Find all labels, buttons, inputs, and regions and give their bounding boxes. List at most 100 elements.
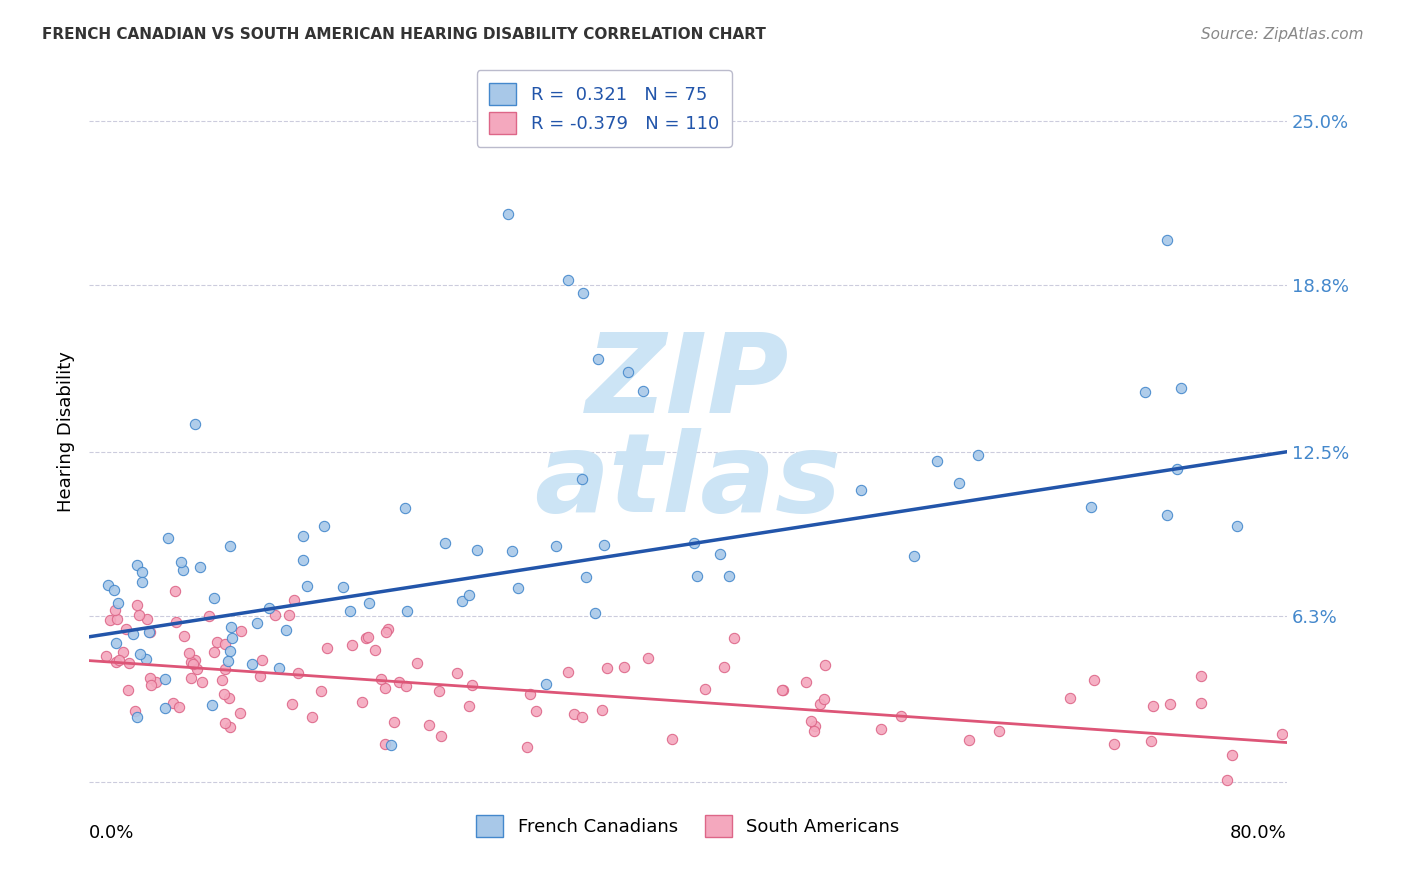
Point <box>128 647 150 661</box>
Point <box>312 519 335 533</box>
Point <box>283 593 305 607</box>
Point <box>571 472 593 486</box>
Point <box>562 706 585 721</box>
Point <box>465 543 488 558</box>
Point <box>458 699 481 714</box>
Point <box>125 599 148 613</box>
Point <box>375 625 398 640</box>
Point <box>1170 381 1192 395</box>
Point <box>434 535 457 549</box>
Point <box>214 715 236 730</box>
Point <box>508 582 530 596</box>
Point <box>661 732 683 747</box>
Point <box>108 653 131 667</box>
Point <box>357 630 380 644</box>
Point <box>139 678 162 692</box>
Point <box>1216 772 1239 787</box>
Point <box>925 454 948 468</box>
Text: 80.0%: 80.0% <box>1230 824 1286 842</box>
Point <box>212 687 235 701</box>
Point <box>181 657 204 671</box>
Point <box>388 675 411 690</box>
Point <box>156 531 179 545</box>
Point <box>217 654 239 668</box>
Point <box>382 714 405 729</box>
Point <box>718 569 741 583</box>
Point <box>198 609 221 624</box>
Point <box>370 672 392 686</box>
Point <box>770 683 793 698</box>
Point <box>96 649 118 664</box>
Point <box>278 607 301 622</box>
Point <box>242 657 264 671</box>
Point <box>572 286 595 301</box>
Point <box>221 620 243 634</box>
Point <box>429 729 451 743</box>
Point <box>870 722 893 736</box>
Point <box>172 563 194 577</box>
Point <box>357 596 380 610</box>
Point <box>350 695 373 709</box>
Point <box>287 666 309 681</box>
Point <box>1083 673 1105 687</box>
Point <box>257 601 280 615</box>
Point <box>557 273 579 287</box>
Point <box>301 710 323 724</box>
Point <box>849 483 872 497</box>
Point <box>340 638 363 652</box>
Point <box>201 698 224 712</box>
Point <box>184 653 207 667</box>
Point <box>139 671 162 685</box>
Point <box>1142 699 1164 714</box>
Point <box>496 207 519 221</box>
Point <box>218 691 240 706</box>
Point <box>814 657 837 672</box>
Point <box>575 570 598 584</box>
Point <box>1271 727 1294 741</box>
Point <box>686 569 709 583</box>
Point <box>138 625 160 640</box>
Point <box>683 536 706 550</box>
Point <box>380 738 402 752</box>
Text: ZIP
atlas: ZIP atlas <box>534 329 842 535</box>
Point <box>534 677 557 691</box>
Point <box>107 596 129 610</box>
Point <box>104 603 127 617</box>
Point <box>446 665 468 680</box>
Point <box>501 544 523 558</box>
Point <box>165 615 187 630</box>
Text: FRENCH CANADIAN VS SOUTH AMERICAN HEARING DISABILITY CORRELATION CHART: FRENCH CANADIAN VS SOUTH AMERICAN HEARIN… <box>42 27 766 42</box>
Point <box>316 640 339 655</box>
Point <box>1220 748 1243 763</box>
Point <box>249 669 271 683</box>
Point <box>583 607 606 621</box>
Point <box>418 718 440 732</box>
Point <box>122 626 145 640</box>
Point <box>586 352 609 367</box>
Point <box>291 529 314 543</box>
Point <box>131 565 153 579</box>
Point <box>267 661 290 675</box>
Point <box>804 719 827 733</box>
Point <box>111 644 134 658</box>
Point <box>229 624 252 638</box>
Point <box>145 675 167 690</box>
Point <box>1080 500 1102 514</box>
Point <box>125 558 148 573</box>
Point <box>1166 462 1188 476</box>
Point <box>202 645 225 659</box>
Point <box>461 677 484 691</box>
Point <box>264 607 287 622</box>
Point <box>105 612 128 626</box>
Point <box>1226 519 1249 533</box>
Point <box>274 624 297 638</box>
Point <box>617 366 640 380</box>
Point <box>519 687 541 701</box>
Point <box>135 652 157 666</box>
Point <box>800 714 823 729</box>
Point <box>117 683 139 698</box>
Point <box>221 631 243 645</box>
Point <box>297 579 319 593</box>
Point <box>124 704 146 718</box>
Point <box>219 540 242 554</box>
